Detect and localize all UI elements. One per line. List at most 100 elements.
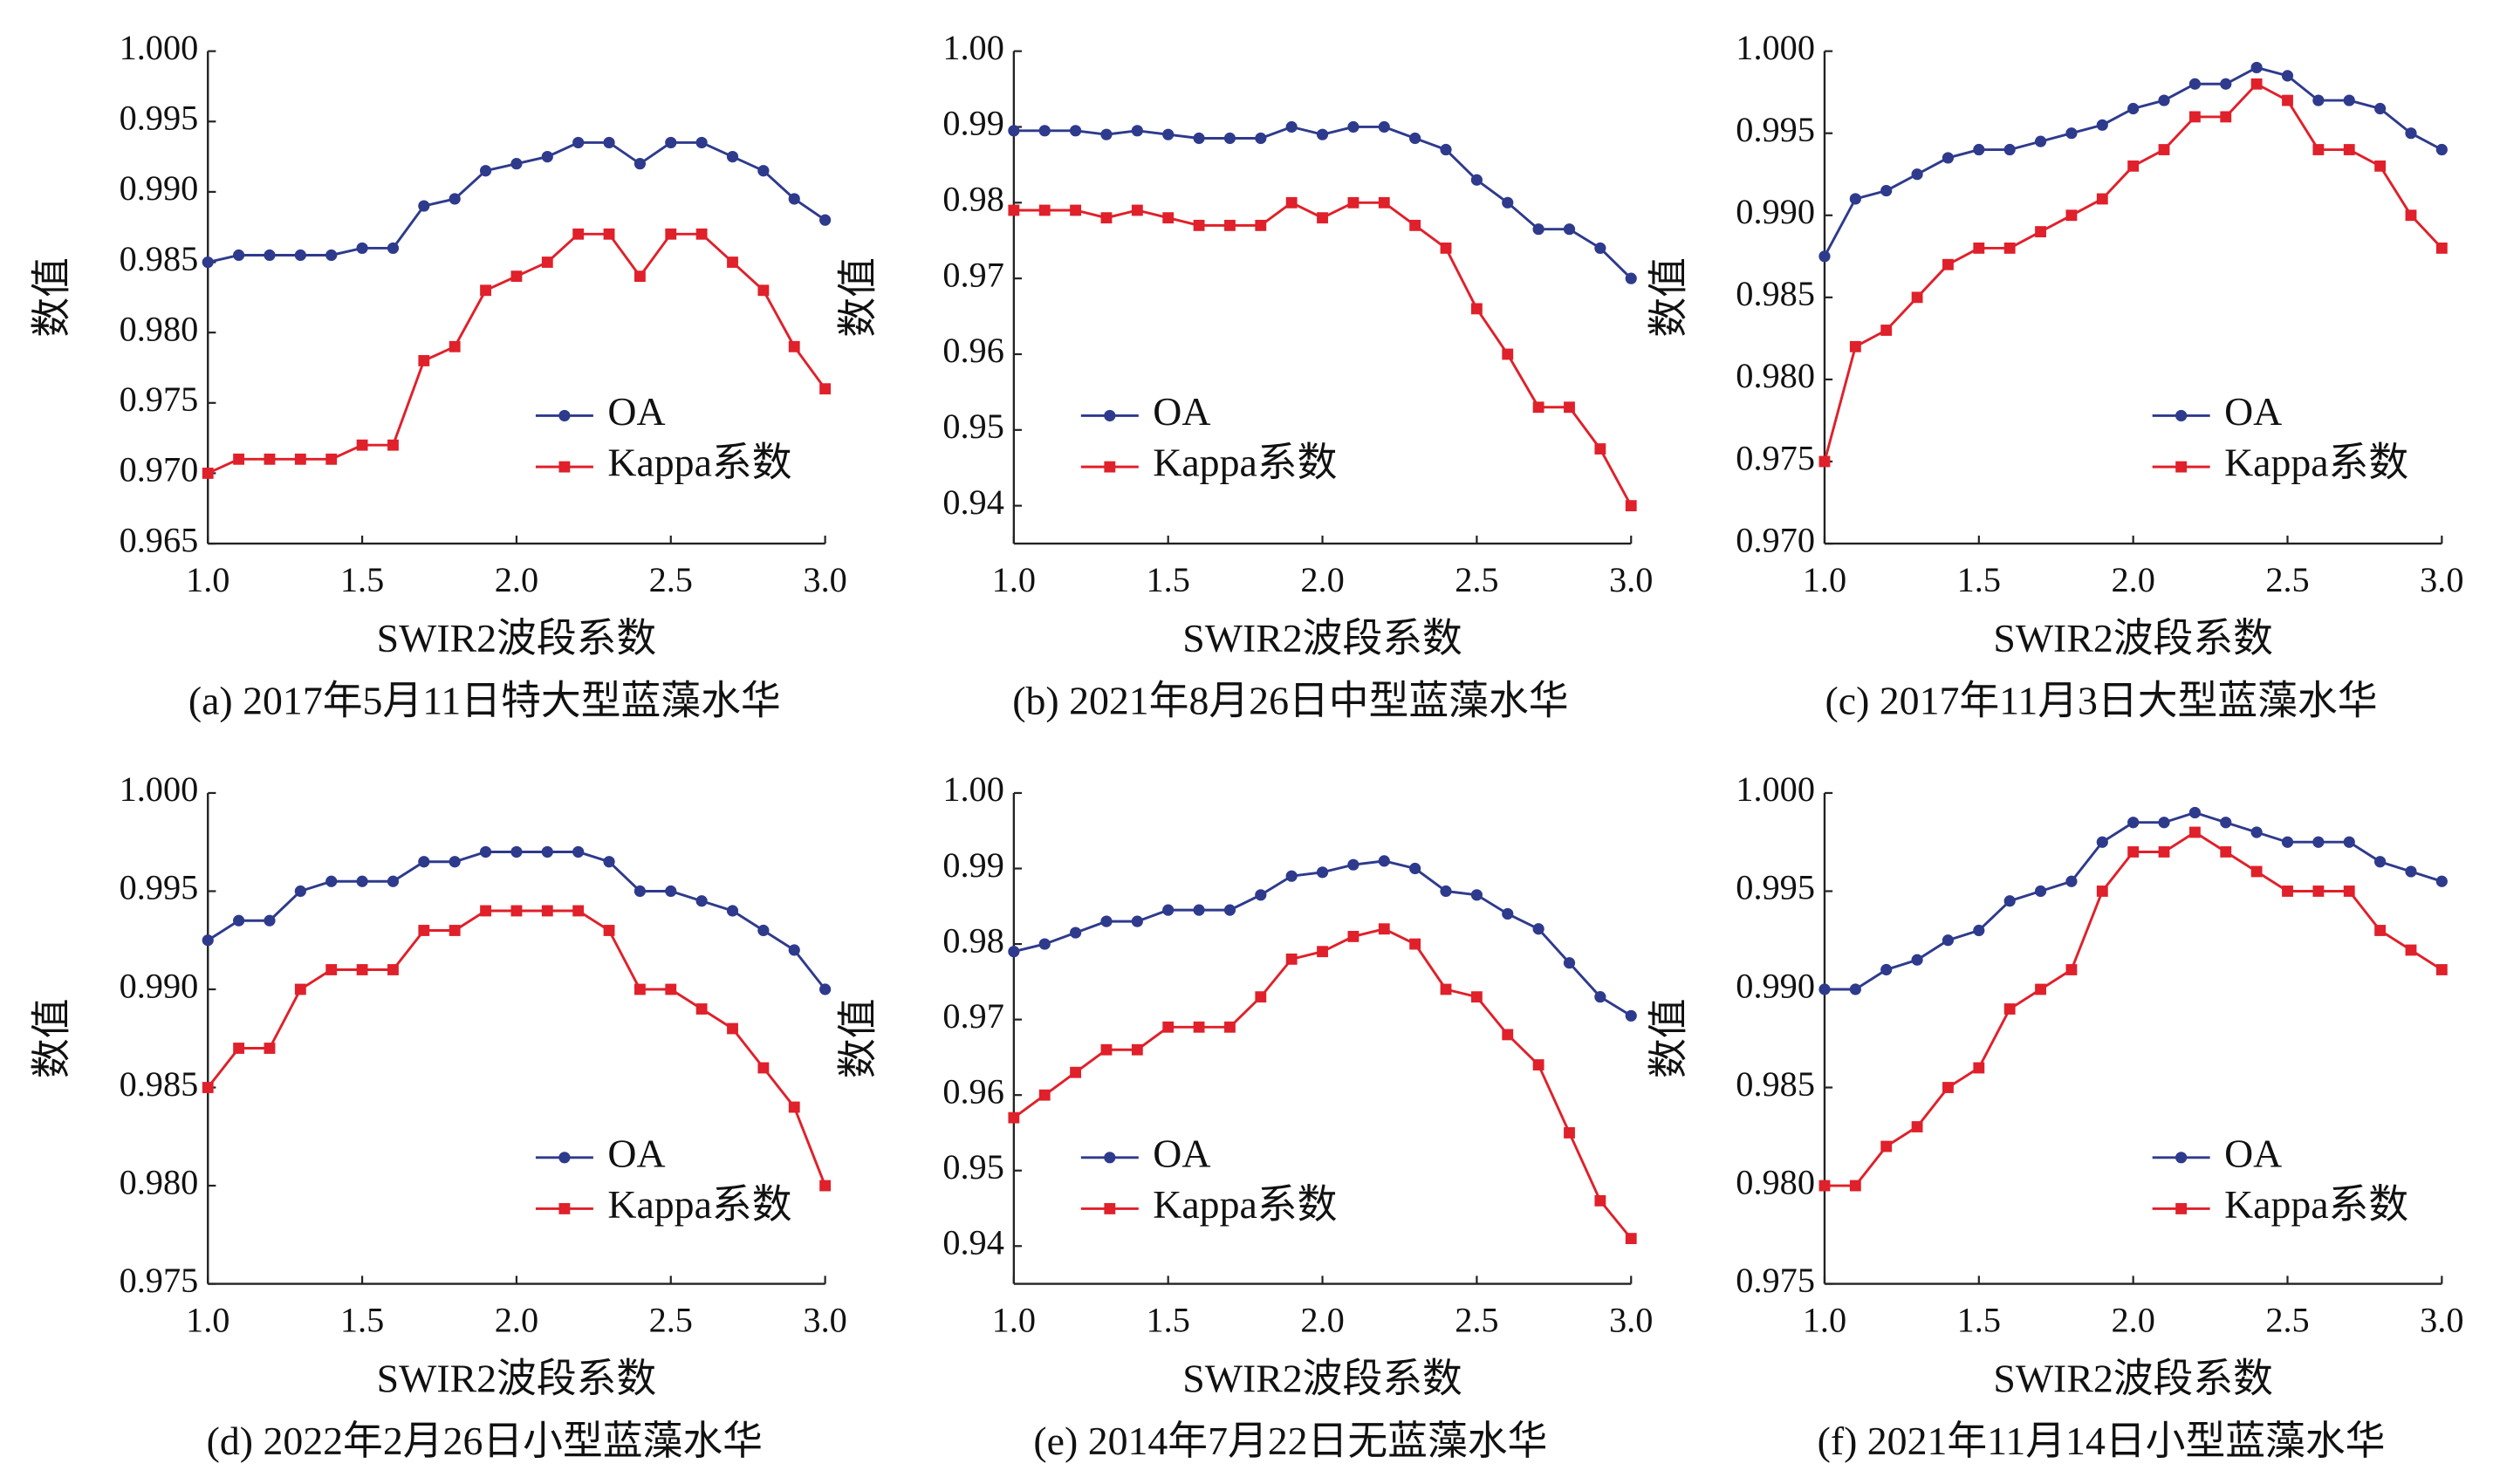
marker [449, 193, 461, 205]
y-tick-label: 0.97 [942, 996, 1004, 1036]
marker [2003, 243, 2016, 254]
marker [2282, 886, 2293, 897]
marker [2405, 209, 2417, 222]
marker [603, 136, 615, 149]
y-tick-label: 0.95 [942, 407, 1004, 446]
marker [541, 905, 553, 917]
y-tick-label: 0.970 [120, 450, 199, 489]
marker [2065, 209, 2078, 222]
marker [1818, 1180, 1831, 1192]
x-tick-label: 1.5 [1957, 560, 2001, 599]
x-tick-label: 2.0 [495, 560, 538, 599]
y-axis-label: 数值 [30, 257, 74, 338]
marker [2035, 983, 2046, 995]
marker [1849, 1180, 1861, 1192]
y-tick-label: 1.000 [1736, 769, 1815, 809]
marker [1409, 862, 1421, 875]
marker [2343, 836, 2355, 848]
x-tick-label: 1.0 [1803, 1301, 1846, 1340]
marker [1223, 904, 1236, 916]
marker [541, 150, 553, 163]
marker [356, 242, 368, 255]
marker [2374, 925, 2387, 936]
marker [233, 1043, 245, 1054]
y-tick-label: 0.975 [1736, 438, 1815, 477]
marker [202, 468, 214, 479]
marker [2158, 846, 2170, 858]
marker [603, 856, 615, 868]
marker [1070, 125, 1082, 137]
marker [418, 856, 430, 868]
marker [1973, 924, 1985, 937]
x-tick-label: 2.5 [1455, 560, 1498, 599]
panel: 0.94 0.95 0.96 0.97 0.98 0.99 1.00 1.0 1.5 2.0 2.5… [835, 28, 1653, 723]
x-tick-label: 1.0 [1803, 560, 1846, 599]
marker [788, 340, 800, 352]
x-tick-label: 2.5 [649, 560, 693, 599]
y-tick-label: 0.980 [120, 309, 199, 348]
x-tick-label: 2.0 [1300, 1301, 1344, 1340]
marker [2220, 78, 2232, 90]
marker [2188, 78, 2201, 90]
marker [1942, 152, 1955, 164]
marker [2374, 856, 2387, 868]
marker [418, 925, 430, 936]
marker [1193, 1021, 1205, 1033]
marker [634, 270, 646, 283]
y-tick-label: 0.95 [942, 1147, 1004, 1187]
marker [1440, 983, 1452, 995]
marker [2250, 826, 2263, 838]
marker [665, 228, 677, 240]
x-tick-label: 1.0 [992, 1301, 1036, 1340]
marker [2281, 70, 2294, 82]
marker [1347, 196, 1360, 209]
marker [1470, 303, 1483, 315]
marker [572, 845, 585, 858]
marker [1409, 938, 1421, 950]
marker [1409, 219, 1421, 231]
marker [695, 1003, 708, 1015]
marker [2312, 886, 2325, 897]
marker [1285, 870, 1298, 882]
marker [202, 256, 214, 269]
marker [1008, 1111, 1020, 1124]
marker [665, 885, 677, 898]
marker [1849, 983, 1861, 995]
x-tick-label: 2.0 [1300, 560, 1344, 599]
y-tick-label: 0.99 [942, 845, 1004, 885]
panel: 0.94 0.95 0.96 0.97 0.98 0.99 1.00 1.0 1.5 2.0 2.5… [835, 769, 1653, 1463]
legend-marker [1104, 461, 1116, 473]
marker [1131, 125, 1143, 137]
y-tick-label: 0.96 [942, 1071, 1004, 1111]
marker [2250, 865, 2263, 878]
y-tick-label: 1.00 [942, 28, 1004, 67]
marker [1131, 204, 1143, 216]
legend-label: Kappa系数 [2224, 441, 2408, 485]
marker [1193, 904, 1205, 916]
marker [1316, 128, 1329, 140]
marker [418, 200, 430, 212]
marker [202, 934, 214, 947]
marker [1070, 927, 1082, 939]
caption: (c) 2017年11月3日大型蓝藻水华 [1825, 679, 2377, 723]
marker [2405, 127, 2417, 140]
x-tick-label: 2.0 [2111, 560, 2154, 599]
y-tick-label: 0.94 [942, 1223, 1004, 1262]
marker [356, 964, 368, 975]
marker [294, 885, 306, 898]
marker [757, 284, 770, 297]
marker [572, 228, 585, 240]
marker [2127, 160, 2140, 172]
x-tick-label: 2.0 [2111, 1301, 2154, 1340]
marker [2158, 94, 2170, 106]
x-tick-label: 1.5 [340, 560, 384, 599]
x-tick-label: 2.5 [2265, 560, 2309, 599]
x-tick-label: 2.5 [649, 1301, 693, 1340]
x-axis-label: SWIR2波段系数 [377, 616, 657, 660]
marker [788, 193, 800, 205]
marker [1911, 291, 1923, 304]
marker [479, 845, 492, 858]
marker [1100, 128, 1113, 140]
marker [1563, 957, 1576, 969]
y-tick-label: 1.000 [1736, 28, 1815, 67]
